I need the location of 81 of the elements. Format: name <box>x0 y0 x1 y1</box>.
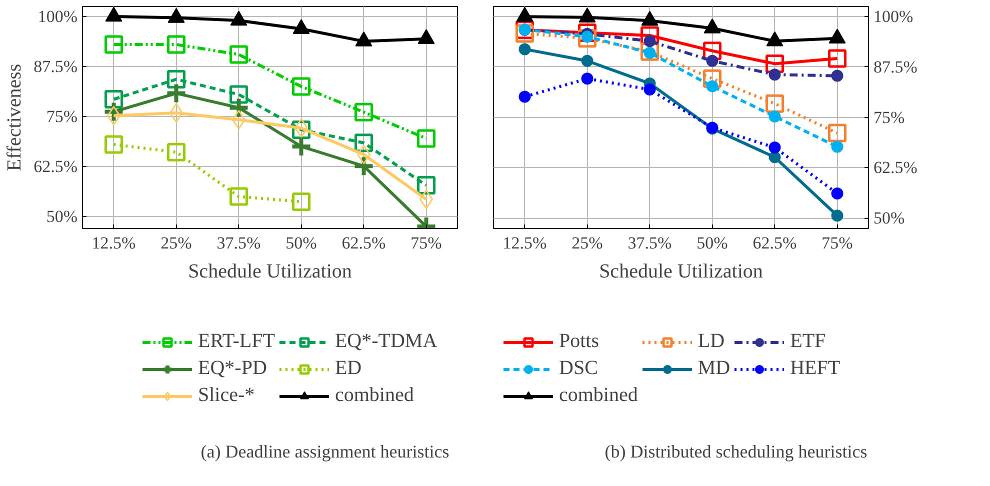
x-axis-title: Schedule Utilization <box>188 260 352 282</box>
point <box>352 155 375 178</box>
y2-tick-label: 87.5% <box>874 57 918 76</box>
point <box>230 187 248 206</box>
point <box>768 151 781 164</box>
point <box>581 54 594 67</box>
legend-label: combined <box>559 384 638 407</box>
point <box>292 192 310 211</box>
x-tick-label: 75% <box>822 234 853 252</box>
x-tick-label: 25% <box>160 234 192 252</box>
point <box>644 84 656 96</box>
x-axis-title: Schedule Utilization <box>599 260 763 282</box>
point <box>831 187 844 200</box>
point <box>828 124 846 142</box>
y-tick-label: 50% <box>46 207 78 226</box>
y2-tick-label: 100% <box>874 7 914 26</box>
x-tick-label: 12.5% <box>92 234 136 252</box>
legend-label: Slice-* <box>198 384 255 407</box>
point <box>768 110 781 122</box>
text: (a) Deadline assignment heuristics <box>200 442 450 462</box>
point <box>417 176 436 195</box>
legend-label: ETF <box>790 330 826 353</box>
text: (b) Distributed scheduling heuristics <box>604 442 868 462</box>
point <box>766 54 784 73</box>
point <box>768 68 781 81</box>
point <box>417 129 436 148</box>
point <box>703 42 722 60</box>
point <box>104 90 123 109</box>
y2-tick-label: 62.5% <box>874 158 918 178</box>
legend-label: combined <box>334 384 414 407</box>
point <box>831 140 844 153</box>
y2-tick-label: 75% <box>874 108 905 127</box>
point <box>706 80 718 92</box>
point <box>518 90 531 103</box>
y-tick-label: 100% <box>38 7 78 26</box>
x-tick-label: 62.5% <box>752 234 797 252</box>
legend-label: ED <box>334 357 362 380</box>
x-tick-label: 62.5% <box>342 234 386 252</box>
y2-tick-label: 50% <box>874 208 905 228</box>
legend-label: ERT-LFT <box>198 330 275 353</box>
x-tick-label: 37.5% <box>628 234 672 252</box>
point <box>354 102 373 122</box>
point <box>230 45 248 64</box>
point <box>640 42 659 61</box>
point <box>706 54 718 67</box>
point <box>290 136 312 158</box>
legend-label: EQ*-TDMA <box>334 330 438 353</box>
point <box>292 77 310 96</box>
point <box>831 210 844 222</box>
point <box>165 82 188 104</box>
x-tick-label: 37.5% <box>216 234 261 252</box>
point <box>167 35 186 54</box>
point <box>167 142 186 162</box>
x-tick-label: 12.5% <box>502 234 547 252</box>
legend-label: Potts <box>559 330 600 353</box>
y-tick-label: 75% <box>46 107 78 126</box>
legend-label: HEFT <box>790 357 840 380</box>
x-tick-label: 25% <box>572 234 603 252</box>
y-tick-label: 62.5% <box>34 157 78 176</box>
point <box>768 142 781 154</box>
point <box>581 72 594 85</box>
point <box>831 70 844 82</box>
legend-label: LD <box>698 330 725 353</box>
legend-label: MD <box>698 357 730 380</box>
point <box>518 43 531 56</box>
y-tick-label: 87.5% <box>34 57 78 76</box>
x-tick-label: 75% <box>410 234 442 252</box>
point <box>703 69 722 88</box>
point <box>766 94 784 113</box>
legend-label: DSC <box>559 357 598 380</box>
point <box>104 35 123 54</box>
point <box>828 49 846 68</box>
legend-label: EQ*-PD <box>198 357 267 380</box>
y-axis-title: Effectiveness <box>4 64 26 172</box>
point <box>228 96 250 119</box>
point <box>516 24 534 43</box>
point <box>104 135 123 154</box>
point <box>167 70 186 89</box>
x-tick-label: 50% <box>286 234 317 252</box>
point <box>230 85 248 104</box>
x-tick-label: 50% <box>696 234 728 252</box>
